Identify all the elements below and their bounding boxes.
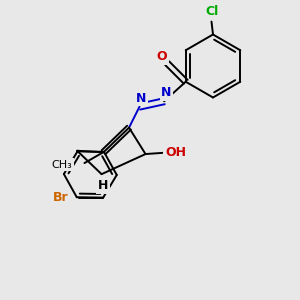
Text: Br: Br [53,191,69,204]
Text: O: O [156,50,167,63]
Text: N: N [161,86,172,99]
Text: CH₃: CH₃ [52,160,72,170]
Text: N: N [136,92,146,105]
Text: OH: OH [165,146,186,159]
Text: Cl: Cl [205,5,218,18]
Text: H: H [98,179,108,192]
